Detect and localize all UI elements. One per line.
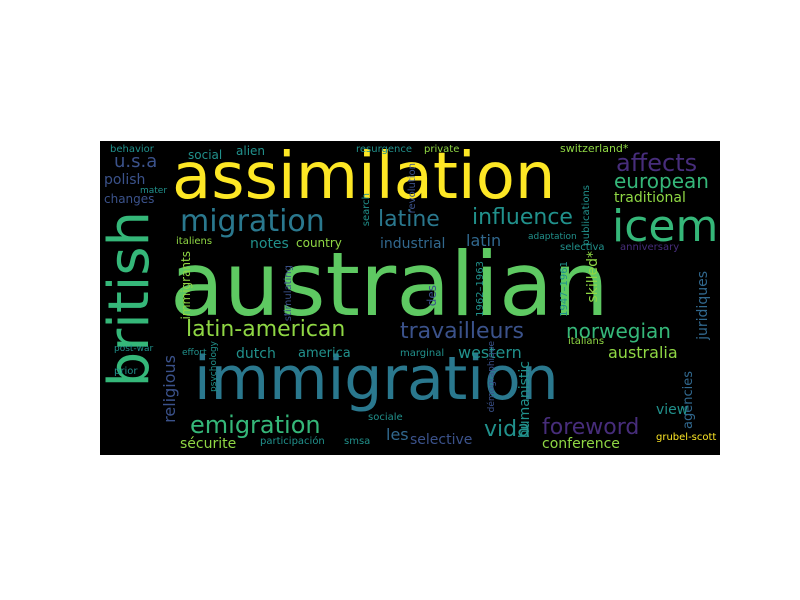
word: dutch	[236, 346, 276, 362]
word: social	[188, 148, 223, 162]
word: emigration	[190, 411, 321, 439]
word: assimilation	[172, 141, 556, 214]
word: 1947–1961	[559, 261, 570, 317]
word: changes	[104, 192, 155, 206]
word: revolution	[407, 163, 418, 214]
word: smsa	[344, 436, 371, 447]
word: agencies	[681, 371, 696, 429]
word: affects	[616, 149, 698, 177]
word: influence	[472, 205, 573, 230]
word: traditional	[614, 190, 686, 206]
word: polish	[104, 172, 146, 188]
word: switzerland*	[560, 142, 629, 155]
word: participación	[260, 436, 325, 447]
word: latin	[466, 231, 502, 250]
word: vida	[484, 417, 531, 442]
word: norwegian	[566, 319, 671, 343]
word: les	[386, 425, 409, 444]
word: italians	[568, 336, 605, 347]
word: religious	[160, 355, 179, 423]
word: immigrants	[179, 251, 193, 320]
word: latine	[378, 207, 440, 232]
word: effort	[182, 348, 207, 358]
word: selective	[410, 432, 473, 448]
word: foreword	[542, 415, 640, 440]
word: migration	[180, 204, 325, 239]
word-cloud: australian assimilation immigration british…	[100, 141, 720, 455]
word: prior	[114, 366, 138, 377]
word: psychology	[209, 341, 219, 392]
word: conference	[542, 436, 620, 452]
word: australian	[170, 233, 609, 336]
word: anniversary	[620, 242, 680, 253]
word: country	[296, 236, 342, 250]
word: industrial	[380, 236, 446, 252]
word: des	[425, 285, 439, 307]
word: marginal	[400, 348, 445, 359]
word: adaptation	[528, 232, 577, 242]
word: latin-american	[186, 317, 346, 342]
word: western	[458, 343, 522, 362]
word: sécurite	[180, 436, 237, 452]
word: european	[614, 169, 709, 193]
word: sociale	[368, 412, 403, 423]
word: behavior	[110, 144, 154, 155]
word: mater	[140, 186, 168, 196]
word: british	[100, 211, 162, 388]
word: resurgence	[356, 144, 413, 155]
word: alien	[236, 144, 266, 158]
word: travailleurs	[400, 319, 524, 344]
word: publications	[581, 185, 592, 246]
word: immigration	[194, 344, 559, 414]
word: search	[361, 193, 372, 227]
word: juridiques	[695, 271, 711, 340]
word: italiens	[176, 236, 213, 247]
word: icem	[612, 201, 719, 252]
word: démographique	[487, 341, 497, 413]
word: u.s.a	[114, 151, 158, 172]
word: notes	[250, 236, 289, 252]
word: selectiva	[560, 242, 605, 253]
word: america	[298, 346, 351, 361]
word: australia	[608, 343, 678, 362]
word: private	[424, 144, 460, 155]
word: humanistic	[517, 361, 533, 439]
word: grubel-scott	[656, 432, 717, 443]
word: post-war	[114, 344, 154, 354]
word: stimulating	[283, 265, 294, 322]
word: view	[656, 402, 689, 418]
word: skilled*	[585, 251, 601, 303]
word: 1962–1963	[475, 261, 486, 317]
